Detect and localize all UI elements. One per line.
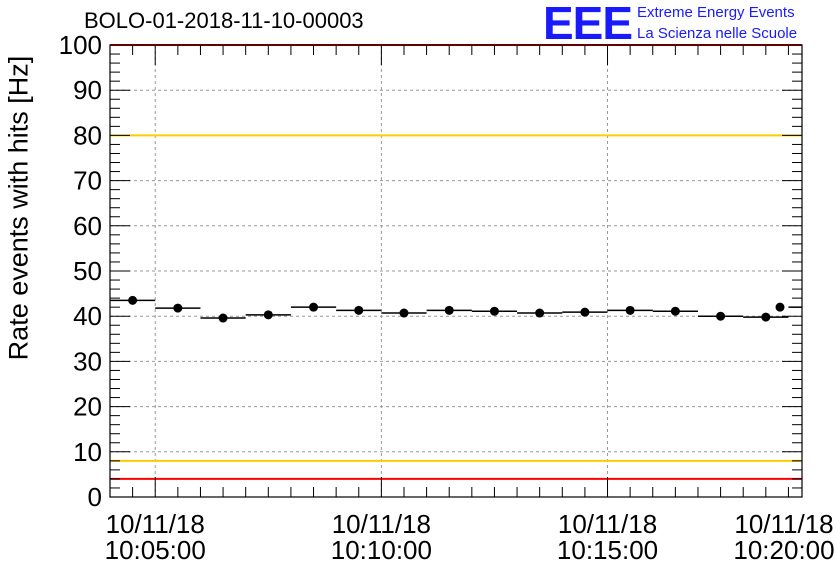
y-tick-label: 60	[73, 211, 102, 241]
data-point	[625, 305, 635, 315]
y-axis-label: Rate events with hits [Hz]	[3, 55, 34, 361]
data-point	[716, 311, 726, 321]
data-point	[173, 303, 183, 313]
reference-lines	[110, 44, 802, 480]
x-tick-label-date: 10/11/18	[332, 509, 431, 539]
x-tick-label-time: 10:20:00	[733, 535, 834, 565]
y-tick-label: 10	[73, 437, 102, 467]
data-point	[535, 308, 545, 318]
data-point	[263, 310, 273, 320]
x-tick-label-date: 10/11/18	[106, 509, 205, 539]
data-point	[580, 307, 590, 317]
y-tick-labels: 0 10 20 30 40 50 60 70 80 90 100	[59, 30, 102, 512]
chart-title: BOLO-01-2018-11-10-00003	[84, 8, 364, 33]
x-tick-label-time: 10:15:00	[557, 535, 658, 565]
data-point	[399, 308, 409, 318]
y-tick-label: 100	[59, 30, 102, 60]
data-point	[354, 305, 364, 315]
x-tick-labels: 10/11/1810:05:0010/11/1810:10:0010/11/18…	[105, 509, 835, 565]
data-point	[128, 295, 138, 305]
grid	[110, 45, 802, 497]
logo-line-2: La Scienza nelle Scuole	[637, 25, 798, 42]
x-tick-label-time: 10:05:00	[105, 535, 206, 565]
data-point	[775, 302, 785, 312]
eee-logo: EEE	[543, 0, 633, 49]
data-points	[110, 295, 802, 323]
data-point	[670, 306, 680, 316]
y-tick-label: 30	[73, 346, 102, 376]
data-point	[309, 302, 319, 312]
y-tick-label: 50	[73, 256, 102, 286]
y-tick-label: 0	[88, 482, 102, 512]
logo-line-1: Extreme Energy Events	[637, 4, 795, 21]
y-tick-label: 90	[73, 75, 102, 105]
x-tick-label-date: 10/11/18	[734, 509, 833, 539]
data-point	[761, 312, 771, 322]
y-tick-label: 20	[73, 392, 102, 422]
y-tick-label: 40	[73, 301, 102, 331]
y-tick-label: 70	[73, 166, 102, 196]
y-tick-label: 80	[73, 120, 102, 150]
data-point	[218, 313, 228, 323]
data-point	[489, 306, 499, 316]
data-point	[444, 305, 454, 315]
x-tick-label-date: 10/11/18	[558, 509, 657, 539]
x-tick-label-time: 10:10:00	[331, 535, 432, 565]
axis-ticks	[109, 44, 802, 498]
